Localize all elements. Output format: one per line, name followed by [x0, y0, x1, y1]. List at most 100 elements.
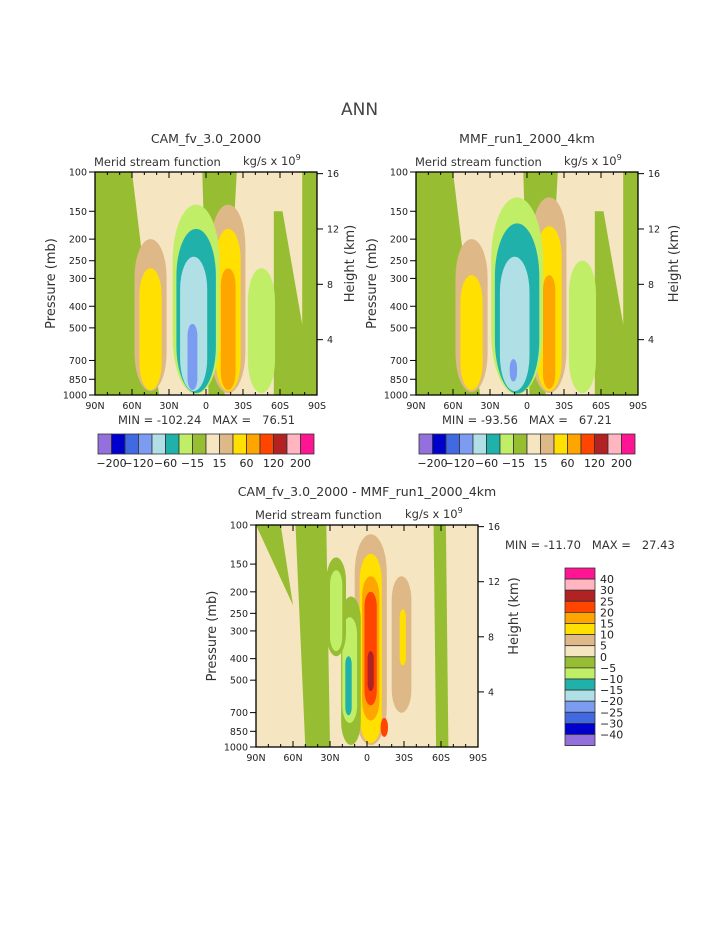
x-tick-label: 30S: [555, 401, 573, 412]
colorbar-label: 60: [240, 457, 254, 470]
colorbar-swatch: [138, 433, 153, 455]
colorbar-swatch: [418, 433, 433, 455]
y-tick-label: 300: [390, 274, 408, 285]
colorbar-swatch: [564, 656, 596, 669]
contour-cell: [568, 260, 596, 393]
colorbar-label: 120: [263, 457, 284, 470]
min-label: MIN =: [118, 413, 154, 427]
colorbar-swatch: [564, 711, 596, 724]
contour-cell: [330, 570, 343, 652]
x-tick-label: 0: [524, 401, 530, 412]
x-tick-label: 60S: [271, 401, 289, 412]
y-right-tick-label: 16: [648, 169, 660, 180]
y-right-tick-label: 12: [327, 224, 339, 235]
y-tick-label: 250: [69, 256, 87, 267]
colorbar-swatch: [286, 433, 301, 455]
stats-line: MIN = -93.56 MAX = 67.21: [442, 413, 612, 427]
colorbar-swatch: [178, 433, 193, 455]
colorbar-swatch: [499, 433, 514, 455]
panel-left-label: Merid stream function: [255, 508, 382, 522]
colorbar-swatch: [564, 634, 596, 647]
colorbar-swatch: [564, 612, 596, 624]
panel-units-label: kg/s x 109: [564, 153, 622, 168]
contour-cell: [139, 268, 162, 390]
contour-cell: [187, 323, 198, 390]
y-right-tick-label: 8: [327, 280, 333, 291]
units-text: kg/s x 10: [564, 153, 617, 168]
min-value: -102.24: [156, 413, 202, 427]
x-tick-label: 30S: [234, 401, 252, 412]
colorbar-label: −120: [444, 457, 474, 470]
y-tick-label: 200: [390, 235, 408, 246]
x-tick-label: 30N: [320, 753, 339, 764]
colorbar-label: −30: [600, 717, 623, 730]
colorbar-swatch: [432, 433, 447, 455]
contour-cell: [180, 256, 208, 392]
y-tick-label: 150: [230, 560, 248, 571]
colorbar-swatch: [472, 433, 487, 455]
colorbar-label: −20: [600, 695, 623, 708]
y-right-tick-label: 4: [648, 335, 654, 346]
colorbar-label: 15: [600, 618, 614, 631]
contour-cell: [367, 651, 374, 692]
colorbar-swatch: [564, 645, 596, 658]
colorbar-swatch: [219, 433, 234, 455]
colorbar-swatch: [564, 734, 596, 747]
colorbar-label: 30: [600, 584, 614, 597]
contour-cell: [399, 609, 406, 666]
figure-title: ANN: [341, 100, 379, 120]
colorbar-label: −15: [502, 457, 525, 470]
colorbar-swatch: [445, 433, 460, 455]
colorbar-swatch: [273, 433, 288, 455]
y-tick-label: 100: [230, 521, 248, 532]
y-right-tick-label: 12: [488, 577, 500, 588]
colorbar-swatch: [513, 433, 528, 455]
colorbar-label: 0: [600, 651, 607, 664]
x-tick-label: 90N: [246, 753, 265, 764]
y-tick-label: 700: [230, 708, 248, 719]
colorbar-swatch: [607, 433, 622, 455]
colorbar-swatch: [564, 578, 596, 591]
y-tick-label: 200: [230, 587, 248, 598]
colorbar-label: 200: [611, 457, 632, 470]
contour-cell: [220, 268, 236, 390]
panel-left-label: Merid stream function: [415, 155, 542, 169]
y-tick-label: 850: [69, 375, 87, 386]
min-label: MIN =: [442, 413, 478, 427]
contour-cell: [499, 256, 530, 392]
colorbar-label: 20: [600, 606, 614, 619]
colorbar-swatch: [259, 433, 274, 455]
x-tick-label: 60N: [283, 753, 302, 764]
contour-cell: [543, 275, 556, 389]
x-tick-label: 0: [203, 401, 209, 412]
y-tick-label: 100: [69, 168, 87, 179]
panel-units-label: kg/s x 109: [243, 153, 301, 168]
min-value: -93.56: [480, 413, 518, 427]
colorbar-swatch: [124, 433, 139, 455]
contour-cell: [247, 268, 275, 393]
colorbar-swatch: [540, 433, 555, 455]
colorbar-swatch: [486, 433, 501, 455]
y-right-tick-label: 16: [327, 169, 339, 180]
colorbar-swatch: [564, 723, 596, 735]
y-right-tick-label: 4: [327, 335, 333, 346]
panel-title: CAM_fv_3.0_2000 - MMF_run1_2000_4km: [237, 484, 497, 499]
x-tick-label: 60N: [122, 401, 141, 412]
colorbar-label: −15: [181, 457, 204, 470]
contour-panel: [89, 171, 323, 455]
y-axis-label: Pressure (mb): [365, 238, 380, 329]
colorbar-swatch: [594, 433, 609, 455]
colorbar-swatch: [564, 678, 596, 691]
y-right-tick-label: 4: [488, 687, 494, 698]
contour-body: [416, 172, 638, 395]
colorbar-label: −25: [600, 706, 623, 719]
colorbar-label: −200: [417, 457, 447, 470]
y-tick-label: 500: [230, 676, 248, 687]
negative-region: [623, 172, 638, 395]
x-tick-label: 30S: [395, 753, 413, 764]
y-axis-label: Pressure (mb): [44, 238, 59, 329]
colorbar-swatch: [165, 433, 180, 455]
units-exponent: 9: [457, 506, 463, 515]
y-right-axis-label: Height (km): [343, 225, 358, 302]
y-tick-label: 400: [230, 654, 248, 665]
